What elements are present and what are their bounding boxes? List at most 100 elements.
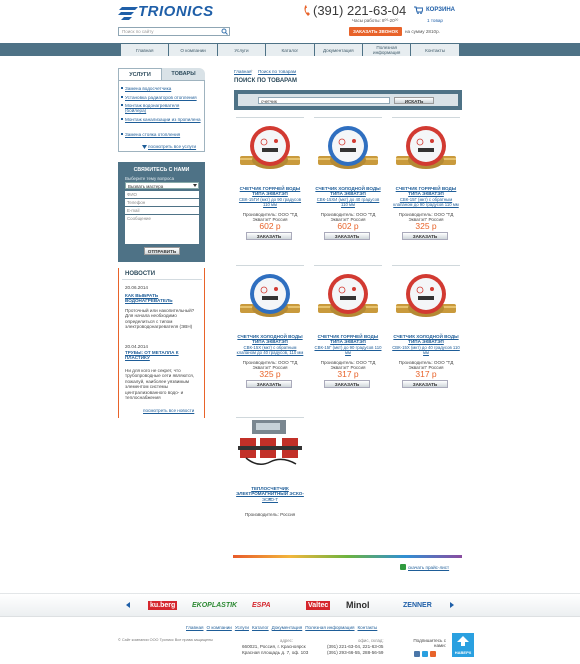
topic-label: Выберите тему вопроса [125, 176, 175, 181]
nav-label: Каталог [281, 47, 299, 53]
order-label: ЗАКАЗАТЬ [334, 382, 360, 387]
breadcrumb-link[interactable]: Главная [234, 69, 252, 74]
product-title[interactable]: СЧЕТЧИК ГОРЯЧЕЙ ВОДЫ ТИПА ЭКВАТЭП [395, 186, 457, 197]
cell-rule [236, 417, 304, 418]
news-rule [122, 279, 202, 280]
cell-rule [236, 265, 304, 266]
service-link[interactable]: Монтаж канализации из пропилена [125, 117, 201, 122]
field-placeholder: ФИО [127, 191, 137, 197]
breadcrumb-sep: › [251, 68, 253, 73]
submit-label: ОТПРАВИТЬ [147, 249, 177, 254]
message-field[interactable]: Сообщение [125, 215, 199, 244]
product-producer: Производитель: ООО "ТД Экватэп" Россия [320, 212, 376, 223]
footer-link[interactable]: Главная [186, 625, 204, 630]
news-headline[interactable]: КАК ВЫБРАТЬ ВОДОНАГРЕВАТЕЛЬ [125, 293, 173, 304]
news-border [118, 268, 119, 418]
product-image [318, 126, 378, 169]
brand-logo[interactable]: ku.berg [148, 601, 178, 610]
service-link[interactable]: Замена стояка отопления [125, 132, 181, 137]
service-bullet [121, 96, 123, 98]
footer-link[interactable]: Контакты [357, 625, 378, 630]
top-arrow [457, 636, 469, 646]
footer-link[interactable]: Каталог [251, 625, 269, 630]
order-button[interactable]: ЗАКАЗАТЬ [402, 232, 448, 240]
brand-logo[interactable]: ESPA [252, 602, 271, 609]
product-title[interactable]: СЧЕТЧИК ХОЛОДНОЙ ВОДЫ ТИПА ЭКВАТЭП [315, 186, 381, 197]
nav-tab[interactable]: Контакты [411, 44, 459, 56]
breadcrumb-current[interactable]: Поиск по товарам [258, 69, 297, 74]
product-title[interactable]: СЧЕТЧИК ХОЛОДНОЙ ВОДЫ ТИПА ЭКВАТЭП [237, 334, 303, 345]
product-model[interactable]: СВК-15Г (мкт) с обратным клапаном до 90 … [393, 197, 459, 207]
nav-label: Главная [135, 47, 154, 53]
social-icon[interactable] [430, 651, 436, 657]
subscribe: Подпишитесь с нами: [413, 638, 446, 649]
nav-tab[interactable]: Услуги [217, 44, 266, 56]
product-model[interactable]: СВК-15ГИ (мкт) до 90 градусов 110 мм [238, 197, 302, 207]
order-label: ЗАКАЗАТЬ [412, 382, 438, 387]
phone: (391) 221-63-04 [313, 3, 407, 18]
footer-link[interactable]: Полезная информация [305, 625, 355, 630]
tab-inactive[interactable]: ТОВАРЫ [162, 68, 205, 80]
service-link[interactable]: Установка радиаторов отопления [125, 95, 197, 100]
tab-active[interactable]: УСЛУГИ [118, 68, 162, 80]
search-button[interactable]: ИСКАТЬ [394, 97, 434, 104]
brand-logo[interactable]: EKOPLASTIK [192, 602, 238, 609]
cart-icon [414, 6, 423, 14]
service-link[interactable]: Замена водосчетчика [125, 86, 172, 91]
all-news[interactable]: посмотреть все новости [143, 408, 195, 413]
social-icon[interactable] [414, 651, 420, 657]
product-image [396, 274, 456, 317]
topic-select[interactable]: Вызвать мастера [125, 182, 199, 189]
form-field[interactable]: E-mail [125, 207, 199, 214]
search-input[interactable]: счетчик [258, 97, 390, 104]
brand-logo[interactable]: Valtec [306, 601, 331, 610]
search-value: счетчик [261, 98, 277, 104]
site-search[interactable]: Поиск по сайту [118, 27, 230, 36]
logo[interactable]: TRIONICS [138, 3, 214, 20]
nav-label: Документация [323, 47, 354, 53]
nav-tab[interactable]: Каталог [266, 44, 314, 56]
copyright: © Сайт компании ООО Троникс Все права за… [118, 638, 213, 642]
nav-tab[interactable]: О компании [169, 44, 217, 56]
product-title[interactable]: СЧЕТЧИК ГОРЯЧЕЙ ВОДЫ ТИПА ЭКВАТЭП [317, 334, 379, 345]
product-title[interactable]: ТЕПЛОСЧЕТЧИК ЭЛЕКТРОМАГНИТНЫЙ ЭСКО-Т [236, 486, 304, 502]
brand-logo[interactable]: ZENNER [403, 602, 432, 609]
news-text: Проточный или накопительный? Для начала … [125, 308, 195, 330]
form-field[interactable]: ФИО [125, 191, 199, 198]
nav-tab[interactable]: Полезная информация [363, 44, 411, 56]
field-placeholder: Телефон [127, 199, 146, 205]
product-title[interactable]: СЧЕТЧИК ХОЛОДНОЙ ВОДЫ ТИПА ЭКВАТЭП [393, 334, 459, 345]
phone-line: (391) 293-66-55, 288-56-59 [327, 650, 384, 655]
nav-tab[interactable]: Главная [121, 44, 169, 56]
brand-logo[interactable]: Minol [346, 600, 370, 610]
news-headline[interactable]: ТРУБЫ: ОТ МЕТАЛЛА К ПЛАСТИКУ [125, 350, 179, 361]
product-model[interactable]: СВК-15ХИ (мкт) до 40 градусов 110 мм [316, 197, 380, 207]
submit-button[interactable]: ОТПРАВИТЬ [144, 247, 180, 255]
hours: Часы работы: 8⁰⁰-20⁰⁰ [352, 18, 399, 23]
product-producer: Производитель: ООО "ТД Экватэп" Россия [398, 360, 454, 371]
callback-button[interactable]: ЗАКАЗАТЬ ЗВОНОК [349, 27, 402, 36]
product-producer: Производитель: Россия [244, 512, 296, 517]
cart-title[interactable]: КОРЗИНА [426, 7, 455, 13]
social-icon[interactable] [422, 651, 428, 657]
footer-link[interactable]: Услуги [234, 625, 249, 630]
order-button[interactable]: ЗАКАЗАТЬ [324, 380, 370, 388]
footer-link[interactable]: Документация [271, 625, 303, 630]
product-model[interactable]: СВК-15Г (мкт) до 90 градусов 110 мм [314, 345, 382, 355]
service-link[interactable]: Монтаж водонагревателя (бойлера) [125, 103, 180, 114]
phones-label: офис, склад: [358, 638, 384, 643]
all-services[interactable]: посмотреть все услуги [148, 144, 197, 149]
order-button[interactable]: ЗАКАЗАТЬ [402, 380, 448, 388]
nav-label: Услуги [234, 47, 249, 53]
order-button[interactable]: ЗАКАЗАТЬ [246, 380, 292, 388]
product-model[interactable]: СВК-15Х (мкт) с обратным клапаном до 40 … [236, 345, 304, 355]
product-model[interactable]: СВК-15Х (мкт) до 40 градусов 110 мм [392, 345, 460, 355]
nav-tab[interactable]: Документация [314, 44, 362, 56]
order-button[interactable]: ЗАКАЗАТЬ [324, 232, 370, 240]
order-button[interactable]: ЗАКАЗАТЬ [246, 232, 292, 240]
form-field[interactable]: Телефон [125, 199, 199, 206]
footer-link[interactable]: О компании [206, 625, 232, 630]
product-model[interactable]: ЭСКО-Т [261, 497, 279, 502]
price-list-link[interactable]: скачать прайс-лист [408, 565, 450, 570]
product-title[interactable]: СЧЕТЧИК ГОРЯЧЕЙ ВОДЫ ТИПА ЭКВАТЭП [239, 186, 301, 197]
